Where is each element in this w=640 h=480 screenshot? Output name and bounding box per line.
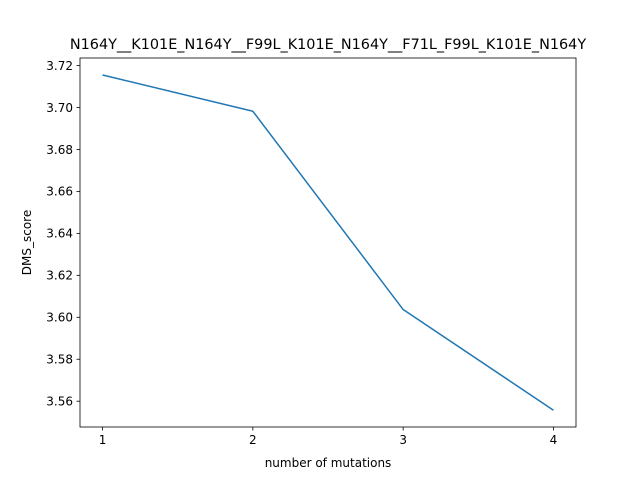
x-tick-label: 4	[550, 433, 558, 447]
x-tick-label: 3	[399, 433, 407, 447]
y-tick-label: 3.56	[46, 394, 73, 408]
x-tick-label: 1	[99, 433, 107, 447]
plot-spines	[79, 57, 577, 428]
x-axis-ticks: 1 2 3 4	[99, 427, 558, 447]
x-tick-label: 2	[249, 433, 257, 447]
y-tick-label: 3.58	[46, 353, 73, 367]
y-tick-label: 3.72	[46, 59, 73, 73]
y-tick-label: 3.62	[46, 269, 73, 283]
series-line-0	[102, 74, 554, 411]
y-tick-label: 3.66	[46, 185, 73, 199]
y-tick-label: 3.64	[46, 227, 73, 241]
y-tick-label: 3.68	[46, 143, 73, 157]
x-axis-label: number of mutations	[265, 456, 392, 470]
y-axis-ticks: 3.56 3.58 3.60 3.62 3.64 3.66 3.68 3.70 3.72	[46, 59, 80, 408]
y-axis-label: DMS_score	[20, 210, 34, 275]
y-tick-label: 3.60	[46, 311, 73, 325]
chart-title: N164Y__K101E_N164Y__F99L_K101E_N164Y__F7…	[70, 37, 586, 53]
y-tick-label: 3.70	[46, 101, 73, 115]
plot-area	[80, 58, 576, 427]
series-layer	[102, 74, 554, 411]
